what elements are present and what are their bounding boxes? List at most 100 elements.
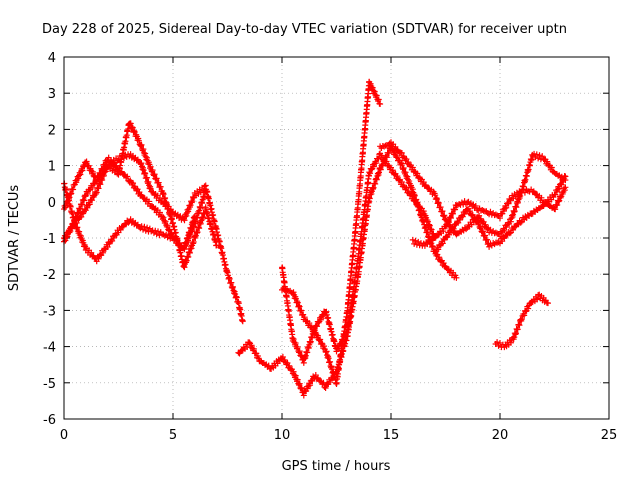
data-point-marker [143,154,150,161]
data-point-marker [539,153,546,160]
data-point-marker [556,185,563,192]
data-point-marker [414,199,421,206]
data-point-marker [386,140,393,147]
data-point-marker [95,255,102,262]
data-point-marker [445,217,452,224]
data-point-marker [80,196,87,203]
data-point-marker [159,213,166,220]
data-point-marker [155,179,162,186]
data-point-marker [501,227,508,234]
data-point-marker [160,214,167,221]
data-point-marker [294,376,301,383]
data-point-marker [472,202,479,209]
y-tick-label: -3 [43,304,56,319]
data-point-marker [83,158,90,165]
data-point-marker [167,231,174,238]
data-point-marker [338,341,345,348]
data-point-marker [317,316,324,323]
data-point-marker [561,187,568,194]
data-point-marker [446,231,453,238]
data-point-marker [306,320,313,327]
data-point-marker [434,196,441,203]
data-point-marker [433,194,440,201]
data-point-marker [79,201,86,208]
data-point-marker [130,180,137,187]
data-point-marker [407,192,414,199]
data-point-marker [122,220,129,227]
x-tick-label: 15 [383,428,400,443]
x-tick-label: 5 [169,428,177,443]
data-point-marker [471,214,478,221]
data-point-marker [142,153,149,160]
data-point-marker [93,178,100,185]
data-point-marker [533,151,540,158]
data-point-marker [77,171,84,178]
data-point-marker [398,160,405,167]
chart-title: Day 228 of 2025, Sidereal Day-to-day VTE… [42,22,567,37]
data-point-marker [183,209,190,216]
data-point-marker [70,186,77,193]
data-point-marker [398,149,405,156]
data-point-marker [534,296,541,303]
data-point-marker [213,242,220,249]
data-point-marker [100,172,107,179]
data-point-marker [75,175,82,182]
data-point-marker [520,186,527,193]
data-point-marker [70,221,77,228]
data-point-marker [521,312,528,319]
data-point-marker [113,163,120,170]
series-track-11 [492,291,551,351]
data-point-marker [377,101,384,108]
data-point-marker [369,84,376,91]
data-point-marker [320,379,327,386]
data-point-marker [153,231,160,238]
data-point-marker [453,274,460,281]
data-point-marker [286,362,293,369]
data-point-marker [548,164,555,171]
data-point-marker [183,212,190,219]
x-tick-label: 10 [274,428,291,443]
data-point-marker [62,237,69,244]
data-point-marker [95,185,102,192]
data-point-marker [138,141,145,148]
data-point-marker [296,303,303,310]
x-axis-ticks: 0 5 10 15 20 25 [60,57,617,443]
data-point-marker [447,214,454,221]
data-point-marker [320,313,327,320]
data-point-marker [457,216,464,223]
x-tick-label: 25 [601,428,618,443]
y-tick-label: 3 [48,87,56,102]
data-point-marker [439,240,446,247]
y-tick-label: 2 [48,123,56,138]
data-point-marker [552,206,559,213]
data-point-marker [449,210,456,217]
data-point-marker [292,372,299,379]
data-point-marker [292,340,299,347]
data-point-marker [497,215,503,222]
data-point-marker [409,164,416,171]
data-point-marker [327,379,334,386]
data-point-marker [476,212,483,219]
data-point-marker [117,226,124,233]
data-point-marker [157,183,164,190]
data-point-marker [554,201,561,208]
data-point-marker [104,244,111,251]
data-point-marker [112,230,119,237]
data-point-marker [68,225,75,232]
data-point-marker [482,232,489,239]
data-point-marker [151,171,158,178]
data-point-marker [162,218,169,225]
data-point-marker [403,185,410,192]
data-point-marker [99,177,106,184]
data-point-marker [147,163,154,170]
data-point-marker [450,225,457,232]
data-point-marker [156,232,163,239]
data-point-marker [64,233,71,240]
data-point-marker [484,210,491,217]
data-point-marker [142,227,149,234]
data-point-marker [129,124,136,131]
plot-frame [63,56,610,420]
data-point-marker [487,208,494,215]
data-point-marker [544,158,551,165]
data-point-marker [505,200,512,207]
